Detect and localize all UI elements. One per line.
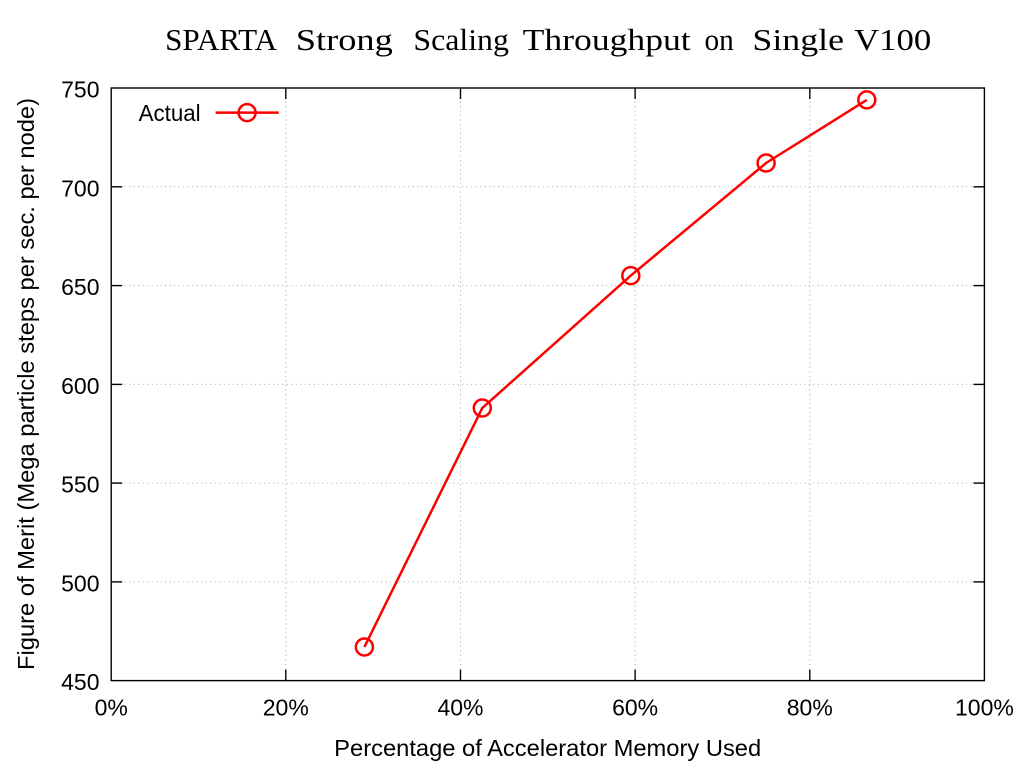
svg-text:100%: 100% [955,695,1014,721]
svg-text:600: 600 [61,373,99,399]
svg-text:80%: 80% [787,695,833,721]
svg-text:60%: 60% [612,695,658,721]
svg-text:550: 550 [61,472,99,498]
svg-text:0%: 0% [95,695,128,721]
svg-text:Figure of Merit (Mega particle: Figure of Merit (Mega particle steps per… [13,98,39,670]
svg-text:Actual: Actual [139,100,201,126]
svg-text:20%: 20% [263,695,309,721]
svg-text:Throughput: Throughput [523,22,691,57]
svg-text:450: 450 [61,669,99,695]
svg-text:on: on [705,22,735,57]
svg-text:650: 650 [61,274,99,300]
svg-text:500: 500 [61,570,99,596]
svg-text:700: 700 [61,175,99,201]
svg-text:40%: 40% [437,695,483,721]
svg-text:750: 750 [61,77,99,103]
svg-text:V100: V100 [854,22,931,57]
svg-text:SPARTA: SPARTA [165,22,278,57]
svg-text:Percentage of Accelerator Memo: Percentage of Accelerator Memory Used [334,735,761,761]
svg-text:Scaling: Scaling [413,22,509,57]
svg-text:Single: Single [752,22,844,57]
svg-text:Strong: Strong [296,22,393,57]
